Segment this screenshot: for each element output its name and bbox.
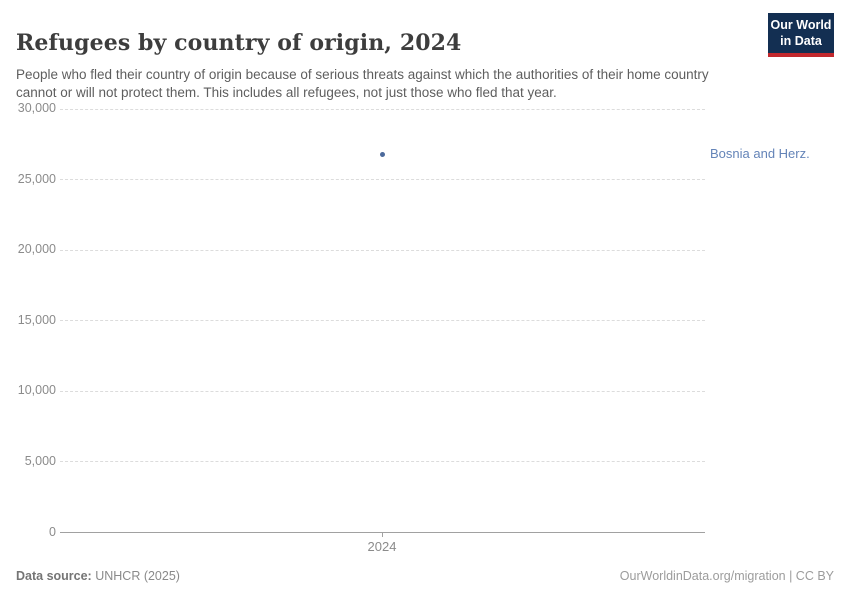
x-tick-label: 2024 [367, 538, 397, 554]
gridline [60, 179, 705, 181]
y-tick-label: 10,000 [17, 383, 56, 398]
gridline [60, 461, 705, 463]
gridline [60, 249, 705, 251]
entity-label[interactable]: Bosnia and Herz. [710, 146, 810, 162]
data-source-value: UNHCR (2025) [91, 569, 180, 583]
y-tick-label: 15,000 [17, 312, 56, 327]
data-point[interactable] [379, 151, 385, 157]
y-tick-label: 5,000 [24, 453, 56, 468]
chart-subtitle: People who fled their country of origin … [16, 66, 709, 101]
gridline [60, 108, 705, 110]
owid-logo-line1: Our World [770, 18, 832, 32]
chart-title: Refugees by country of origin, 2024 [16, 29, 462, 56]
attribution-note: OurWorldinData.org/migration | CC BY [619, 569, 834, 583]
owid-logo-line2: in Data [780, 34, 822, 48]
owid-logo: Our World in Data [768, 13, 834, 57]
y-tick-label: 0 [49, 524, 56, 539]
gridline [60, 320, 705, 322]
x-tick-mark [382, 532, 383, 537]
data-source-note: Data source: UNHCR (2025) [16, 569, 180, 583]
gridline [60, 390, 705, 392]
y-tick-label: 20,000 [17, 242, 56, 257]
y-tick-label: 30,000 [17, 101, 56, 115]
data-source-label: Data source: [16, 569, 92, 583]
y-tick-label: 25,000 [17, 171, 56, 186]
